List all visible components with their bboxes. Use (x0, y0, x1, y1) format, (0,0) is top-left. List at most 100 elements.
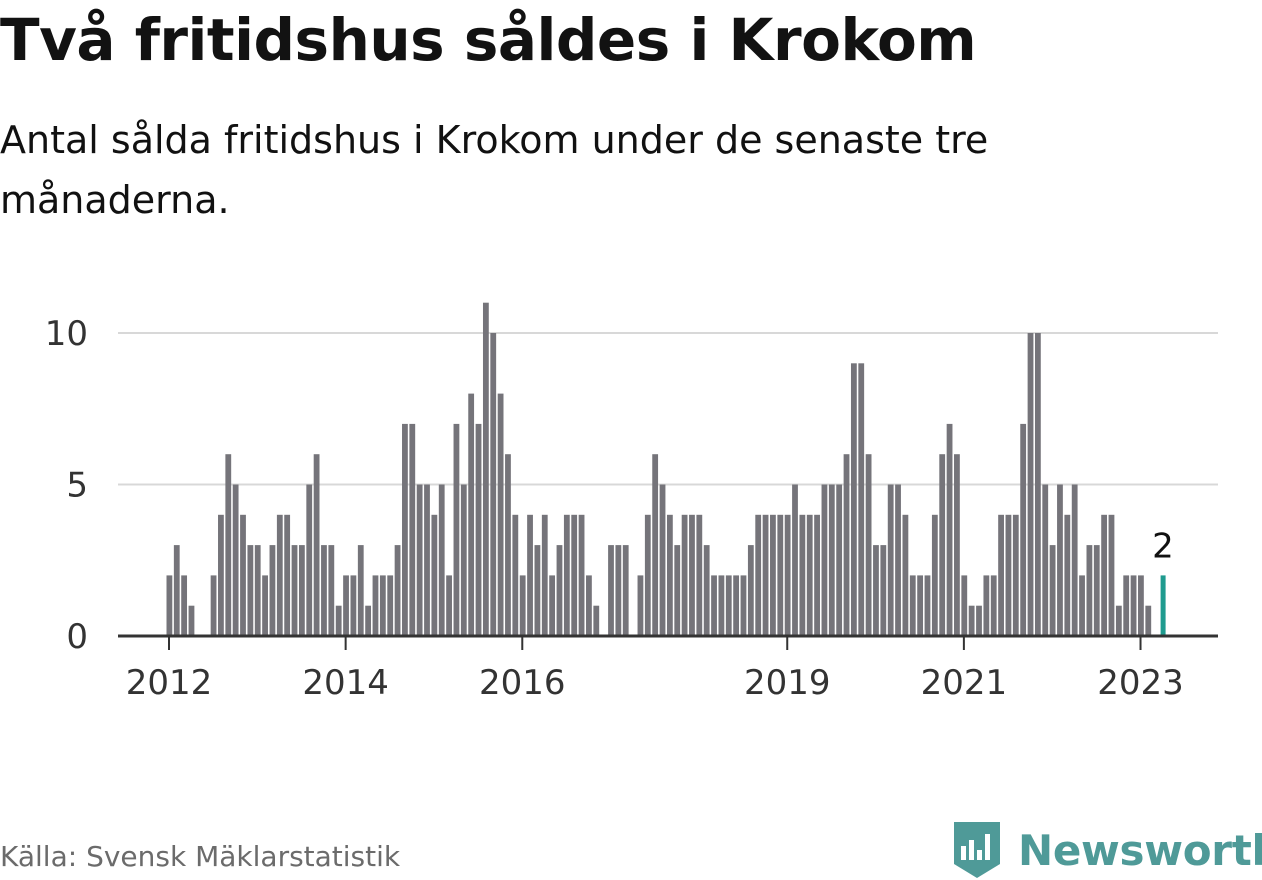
bar (1042, 484, 1049, 636)
bar (1079, 575, 1085, 636)
bar (954, 454, 960, 636)
bar (1115, 605, 1122, 636)
bar (416, 484, 423, 636)
bar (784, 514, 791, 636)
bar (902, 514, 909, 636)
grid-lines (118, 332, 1218, 486)
bar (232, 484, 239, 636)
bar (711, 575, 717, 636)
bar (379, 575, 386, 636)
bar (1027, 333, 1034, 636)
bar (725, 575, 732, 636)
bar (806, 514, 813, 636)
bar (1108, 514, 1115, 636)
bar (240, 514, 246, 636)
bar (394, 545, 401, 636)
bar (298, 545, 305, 636)
bar (946, 423, 953, 636)
bar (895, 484, 901, 636)
bar (1138, 575, 1144, 636)
bar (770, 514, 776, 636)
bar (865, 454, 872, 636)
bar (497, 393, 504, 636)
bar (733, 575, 740, 636)
bar (343, 575, 349, 636)
bar (424, 484, 430, 636)
bar (674, 545, 681, 636)
bar (1005, 514, 1012, 636)
bar (696, 514, 703, 636)
bar (990, 575, 997, 636)
bar (1057, 484, 1063, 636)
source-note: Källa: Svensk Mäklarstatistik (0, 840, 401, 873)
bar (578, 514, 585, 636)
bar (1145, 605, 1152, 636)
chart-subtitle: Antal sålda fritidshus i Krokom under de… (0, 118, 989, 222)
highlight-value-label: 2 (1152, 526, 1174, 566)
bar (563, 514, 570, 636)
x-tick-label: 2021 (921, 663, 1008, 703)
bar (961, 575, 968, 636)
bar (549, 575, 556, 636)
bar (431, 514, 438, 636)
bar (799, 514, 806, 636)
bar-chart: 0 5 10 2 2012 2014 2016 2019 2021 2023 (45, 302, 1218, 703)
bar (1064, 514, 1071, 636)
bar (313, 454, 320, 636)
bar (836, 484, 843, 636)
bar (593, 605, 600, 636)
bar (1123, 575, 1130, 636)
bar (1049, 545, 1056, 636)
bar (1012, 514, 1019, 636)
bar (615, 545, 622, 636)
bar (843, 454, 850, 636)
bar (321, 545, 327, 636)
bar (269, 545, 276, 636)
axis-labels: 0 5 10 2 2012 2014 2016 2019 2021 2023 (45, 314, 1184, 703)
bar (335, 605, 342, 636)
y-tick-label: 10 (45, 314, 88, 354)
bar (541, 514, 548, 636)
bar (1034, 333, 1041, 636)
bar (365, 605, 372, 636)
bar (1071, 484, 1078, 636)
bar (571, 514, 578, 636)
bar (284, 514, 291, 636)
bar (887, 484, 894, 636)
bar (1130, 575, 1137, 636)
bar (527, 514, 533, 636)
bar (976, 605, 982, 636)
bar (534, 545, 541, 636)
bar (218, 514, 224, 636)
x-tick-label: 2016 (479, 663, 566, 703)
bar (188, 605, 195, 636)
x-tick-label: 2014 (302, 663, 389, 703)
newsworthy-logo-icon (954, 822, 1000, 878)
bar (1086, 545, 1093, 636)
bar (637, 575, 644, 636)
bar (1020, 423, 1027, 636)
bar (703, 545, 710, 636)
bar (666, 514, 673, 636)
bar (166, 575, 173, 636)
bar (740, 575, 747, 636)
newsworthy-logo: Newsworthy (952, 820, 1262, 880)
bar (814, 514, 820, 636)
bar (586, 575, 592, 636)
bar (328, 545, 335, 636)
bar (173, 545, 180, 636)
bar (519, 575, 526, 636)
bar (468, 393, 475, 636)
bar (777, 514, 784, 636)
x-tick-label: 2019 (744, 663, 831, 703)
bar (276, 514, 283, 636)
axis-ticks (168, 636, 1142, 650)
bar (792, 484, 798, 636)
bar (873, 545, 879, 636)
bar (828, 484, 835, 636)
y-tick-label: 5 (66, 466, 88, 506)
bar (931, 514, 938, 636)
bar (409, 423, 416, 636)
bar (247, 545, 254, 636)
bar (438, 484, 445, 636)
